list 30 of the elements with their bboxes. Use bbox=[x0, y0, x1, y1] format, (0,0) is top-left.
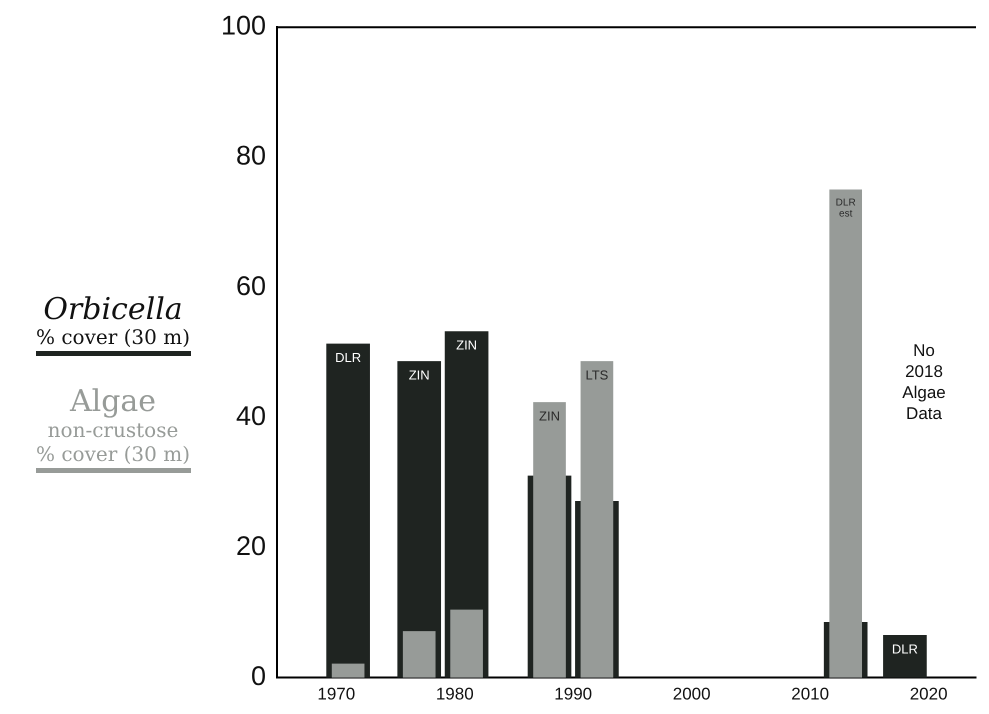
data-label: DLR bbox=[335, 350, 362, 366]
data-label: ZIN bbox=[539, 408, 560, 424]
bar bbox=[580, 361, 614, 678]
bar bbox=[402, 631, 436, 678]
bar bbox=[883, 634, 927, 678]
x-tick-label: 1970 bbox=[317, 684, 356, 704]
y-tick-label: 20 bbox=[236, 530, 266, 561]
y-tick-label: 40 bbox=[236, 400, 266, 431]
x-tick-label: 1990 bbox=[554, 684, 592, 704]
data-label: ZIN bbox=[408, 368, 430, 383]
data-label: LTS bbox=[585, 368, 609, 383]
x-tick-label: 1980 bbox=[436, 684, 474, 704]
bar bbox=[326, 344, 370, 678]
text: Algae non-crustose % cover (30 m) bbox=[34, 384, 192, 466]
bar bbox=[829, 189, 862, 678]
y-tick-label: 60 bbox=[236, 270, 266, 301]
y-tick-label: 80 bbox=[236, 140, 266, 171]
bar bbox=[533, 402, 566, 678]
x-tick-label: 2020 bbox=[910, 684, 948, 704]
y-tick-label: 100 bbox=[220, 10, 266, 41]
x-tick-label: 2010 bbox=[791, 684, 830, 704]
annotation: No 2018 Algae Data bbox=[902, 341, 946, 424]
data-label: DLR est bbox=[836, 198, 856, 220]
data-label: DLR bbox=[892, 641, 918, 656]
data-label: ZIN bbox=[456, 338, 478, 353]
bar bbox=[332, 664, 364, 678]
bar bbox=[450, 610, 483, 678]
y-tick-label: 0 bbox=[251, 661, 266, 692]
x-tick-label: 2000 bbox=[672, 684, 711, 704]
text: Orbicella % cover (30 m) bbox=[34, 292, 192, 349]
